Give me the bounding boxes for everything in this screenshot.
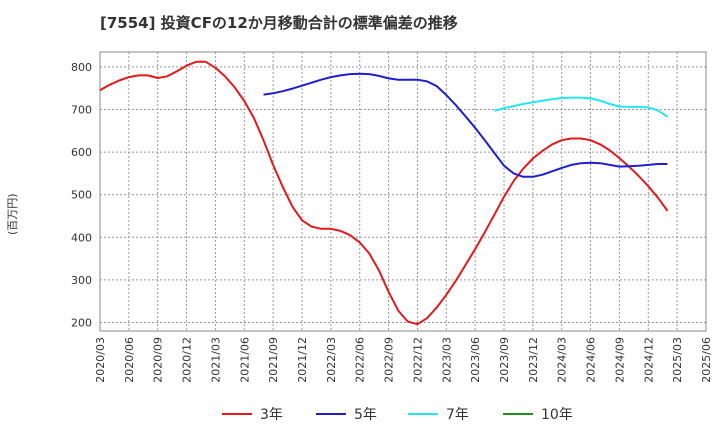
x-tick-label: 2021/03 <box>209 337 222 383</box>
y-tick-label: 600 <box>71 146 92 159</box>
x-tick-label: 2025/06 <box>700 337 713 383</box>
x-tick-label: 2024/06 <box>585 337 598 383</box>
x-tick-label: 2024/12 <box>642 337 655 383</box>
x-tick-label: 2021/09 <box>267 337 280 383</box>
grid-lines <box>99 52 707 331</box>
x-tick-label: 2020/12 <box>181 337 194 383</box>
series-line-2 <box>494 96 669 118</box>
y-tick-labels: 200 300 400 500 600 700 800 <box>71 61 92 330</box>
x-tick-label: 2022/03 <box>325 337 338 383</box>
x-tick-label: 2021/12 <box>296 337 309 383</box>
x-tick-label: 2024/09 <box>613 337 626 383</box>
x-tick-label: 2022/09 <box>383 337 396 383</box>
plot-frame <box>99 51 707 332</box>
y-tick-label: 800 <box>71 61 92 74</box>
x-tick-labels: 2020/03 2020/06 2020/09 2020/12 2021/03 2021/… <box>94 337 713 383</box>
x-tick-label: 2022/12 <box>411 337 424 383</box>
x-tick-label: 2023/09 <box>498 337 511 383</box>
x-tick-label: 2020/06 <box>123 337 136 383</box>
series-lines <box>99 60 669 326</box>
series-line-1 <box>263 72 668 178</box>
x-tick-label: 2022/06 <box>354 337 367 383</box>
legend-label-2: 7年 <box>446 407 469 423</box>
y-tick-label: 300 <box>71 274 92 287</box>
y-tick-label: 200 <box>71 316 92 329</box>
y-tick-label: 700 <box>71 104 92 117</box>
y-tick-label: 400 <box>71 231 92 244</box>
x-tick-label: 2024/03 <box>556 337 569 383</box>
legend-label-3: 10年 <box>541 407 573 423</box>
x-tick-label: 2020/03 <box>94 337 107 383</box>
x-tick-label: 2023/12 <box>527 337 540 383</box>
series-line-0 <box>99 60 669 326</box>
chart-title: [7554] 投資CFの12か月移動合計の標準偏差の推移 <box>100 14 458 32</box>
legend: 3年 5年 7年 10年 <box>222 407 573 423</box>
legend-label-0: 3年 <box>260 407 283 423</box>
y-tick-label: 500 <box>71 189 92 202</box>
x-tick-label: 2023/06 <box>469 337 482 383</box>
x-tick-label: 2023/03 <box>440 337 453 383</box>
x-tick-label: 2021/06 <box>238 337 251 383</box>
x-tick-label: 2025/03 <box>671 337 684 383</box>
x-tick-label: 2020/09 <box>152 337 165 383</box>
legend-label-1: 5年 <box>354 407 377 423</box>
